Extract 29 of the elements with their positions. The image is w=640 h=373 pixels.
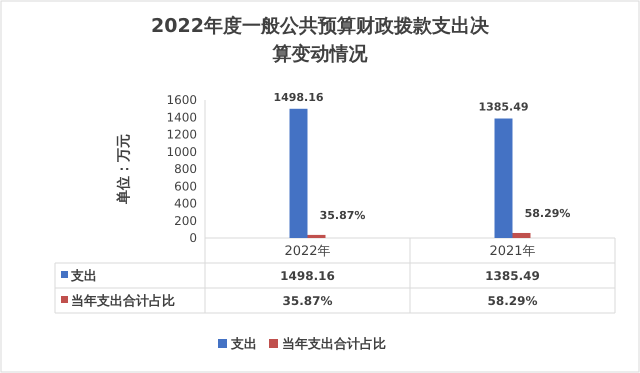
text: 35.87%: [320, 208, 366, 222]
legend-label: 支出: [230, 337, 257, 352]
y-tick-label: 200: [174, 214, 197, 228]
y-axis-title: 单位：万元: [116, 134, 132, 205]
bar: [290, 108, 308, 238]
x-tick-label: 2022年: [284, 244, 331, 259]
data-label: 1385.49: [485, 269, 540, 283]
bar: [494, 118, 512, 238]
x-tick-label: 2021年: [489, 244, 536, 259]
y-tick-label: 400: [174, 196, 197, 210]
text: 1498.16: [273, 90, 324, 104]
data-label: 58.29%: [488, 294, 538, 308]
y-tick-label: 1400: [166, 110, 197, 124]
chart-title: 2022年度一般公共预算财政拨款支出决算变动情况: [151, 15, 489, 65]
y-tick-label: 1600: [166, 93, 197, 107]
legend-label: 当年支出合计占比: [282, 336, 386, 352]
text: 当年支出合计占比: [71, 294, 175, 309]
text: 支出: [71, 269, 97, 284]
y-tick-label: 1000: [166, 144, 197, 159]
data-label: 35.87%: [282, 294, 332, 308]
y-tick-label: 800: [174, 162, 197, 176]
text: 58.29%: [524, 206, 570, 220]
y-tick-label: 600: [174, 179, 197, 194]
y-tick-label: 0: [189, 231, 197, 245]
text: 1385.49: [478, 100, 529, 114]
data-label: 1498.16: [280, 269, 335, 283]
bar: [308, 234, 326, 238]
y-tick-label: 1200: [166, 128, 197, 142]
bar: [512, 232, 530, 238]
